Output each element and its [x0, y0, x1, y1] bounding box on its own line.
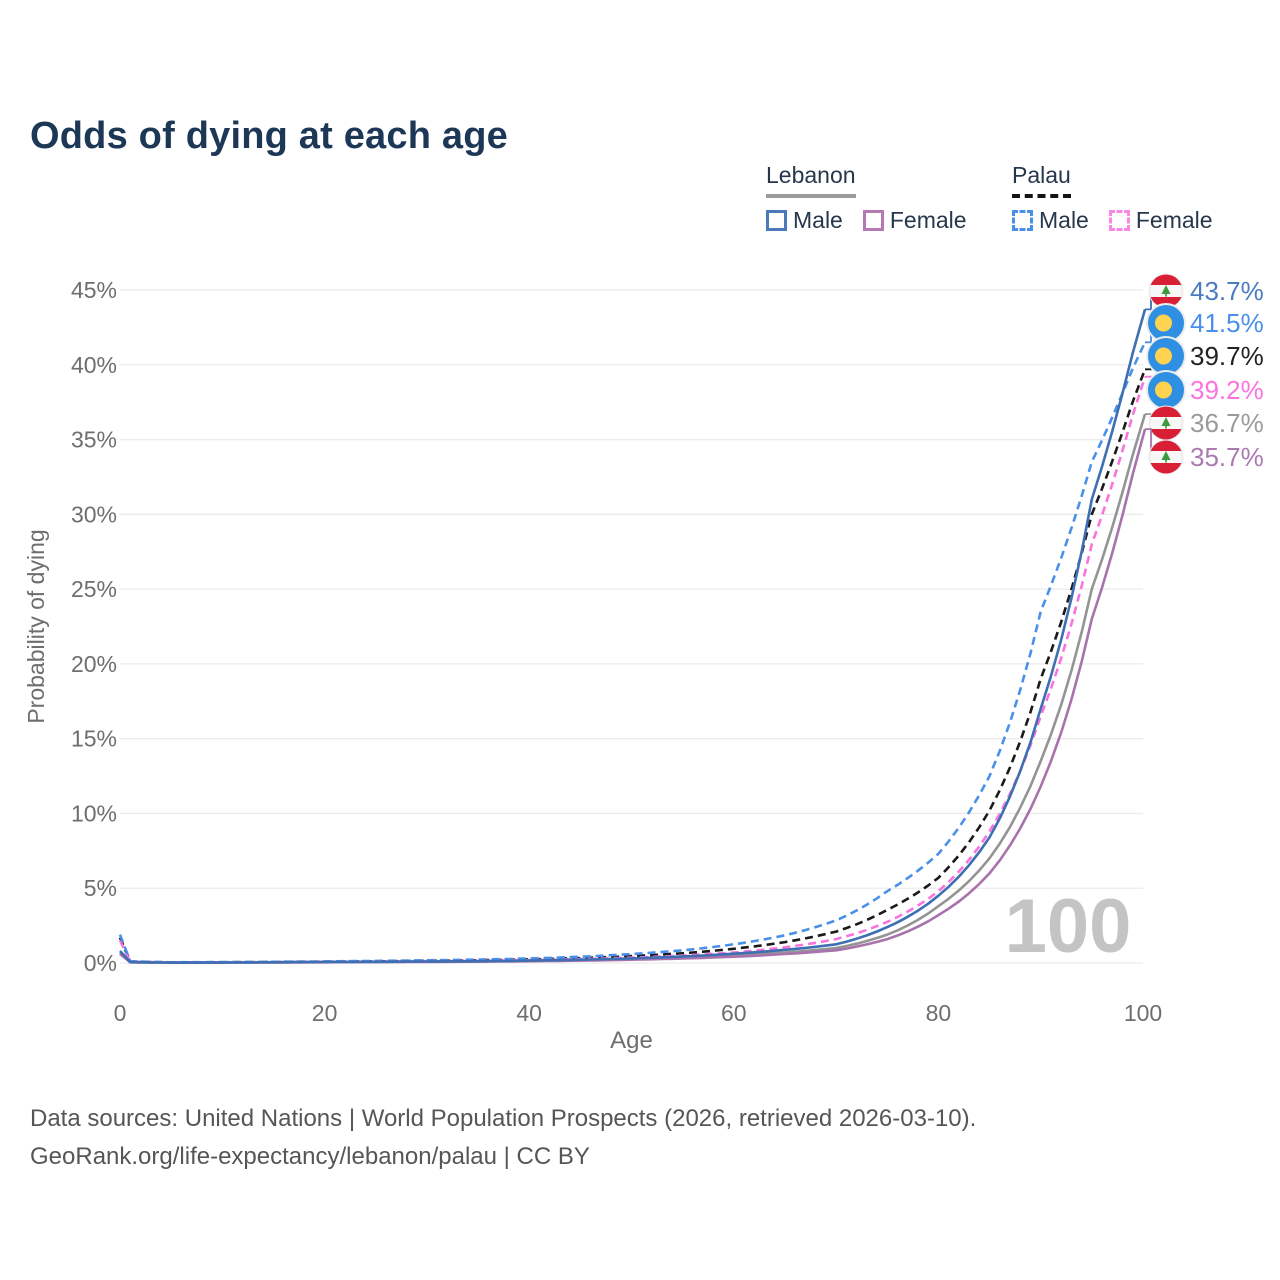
legend-item-palau-male[interactable]: Male — [1012, 207, 1089, 234]
page-title: Odds of dying at each age — [30, 115, 508, 158]
legend-label-palau-female: Female — [1135, 207, 1213, 233]
y-axis-title: Probability of dying — [23, 529, 49, 723]
series-line-lebanon[interactable] — [119, 413, 1147, 964]
legend-country-palau[interactable]: Palau — [1012, 162, 1071, 198]
lebanon-male-swatch-icon — [766, 210, 787, 231]
y-tick-15: 15% — [71, 726, 117, 752]
legend-item-palau-female[interactable]: Female — [1108, 207, 1213, 234]
end-label-lebanon[interactable]: 36.7% — [1190, 408, 1264, 438]
lebanon-flag-icon — [1148, 439, 1184, 475]
series-line-palau-female[interactable] — [118, 376, 1147, 964]
palau-female-swatch-icon — [1108, 210, 1130, 231]
end-label-lebanon-female[interactable]: 35.7% — [1190, 442, 1264, 472]
legend-country-lebanon[interactable]: Lebanon — [766, 162, 856, 198]
y-tick-30: 30% — [71, 501, 117, 527]
legend-group-lebanon: Lebanon Male Female — [766, 162, 967, 234]
end-label-palau-male[interactable]: 41.5% — [1190, 308, 1264, 338]
x-tick-60: 60 — [721, 1000, 747, 1026]
y-tick-20: 20% — [71, 651, 117, 677]
x-tick-80: 80 — [926, 1000, 952, 1026]
y-tick-25: 25% — [71, 576, 117, 602]
series-line-lebanon-male[interactable] — [119, 309, 1147, 964]
data-sources-line1: Data sources: United Nations | World Pop… — [30, 1105, 977, 1132]
data-sources-line2: GeoRank.org/life-expectancy/lebanon/pala… — [30, 1143, 590, 1170]
legend-label-lebanon-male: Male — [793, 207, 843, 233]
lebanon-female-swatch-icon — [862, 210, 884, 231]
legend-label-palau-male: Male — [1039, 207, 1089, 233]
y-tick-45: 45% — [71, 277, 117, 303]
y-tick-5: 5% — [84, 875, 117, 901]
y-tick-10: 10% — [71, 800, 117, 826]
series-line-lebanon-female[interactable] — [119, 428, 1147, 965]
legend-label-lebanon-female: Female — [889, 207, 967, 233]
lebanon-flag-icon — [1148, 405, 1184, 441]
watermark-age-100: 100 — [1005, 884, 1132, 969]
lebanon-flag-icon — [1148, 273, 1184, 309]
legend-item-lebanon-male[interactable]: Male — [766, 207, 843, 234]
y-tick-0: 0% — [84, 950, 117, 976]
legend-group-palau: Palau Male Female — [1012, 162, 1213, 234]
x-axis-title: Age — [610, 1027, 653, 1054]
series-line-palau[interactable] — [118, 368, 1147, 964]
palau-flag-icon — [1146, 336, 1186, 376]
data-sources: Data sources: United Nations | World Pop… — [30, 1100, 976, 1176]
palau-flag-icon — [1146, 370, 1186, 410]
end-label-palau-female[interactable]: 39.2% — [1190, 375, 1264, 405]
y-tick-40: 40% — [71, 352, 117, 378]
x-tick-100: 100 — [1124, 1000, 1162, 1026]
x-tick-0: 0 — [114, 1000, 127, 1026]
y-tick-35: 35% — [71, 427, 117, 453]
x-tick-40: 40 — [516, 1000, 542, 1026]
legend-item-lebanon-female[interactable]: Female — [862, 207, 967, 234]
x-tick-20: 20 — [312, 1000, 338, 1026]
end-label-lebanon-male[interactable]: 43.7% — [1190, 276, 1264, 306]
end-label-palau[interactable]: 39.7% — [1190, 341, 1264, 371]
palau-male-swatch-icon — [1012, 210, 1033, 231]
